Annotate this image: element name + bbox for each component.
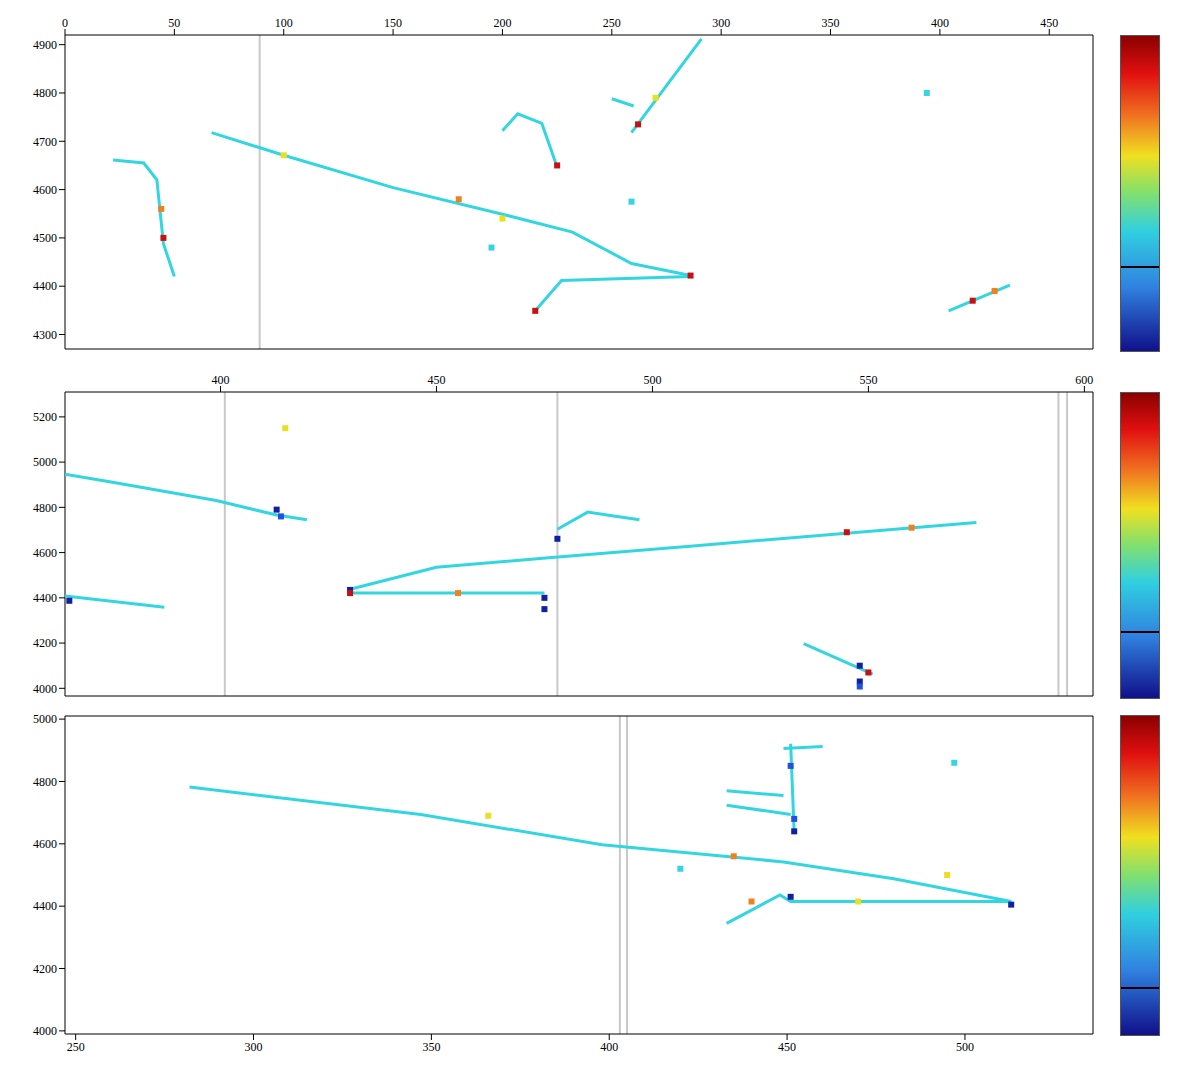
svg-text:100: 100 [275, 16, 293, 30]
svg-text:400: 400 [600, 1040, 618, 1054]
svg-text:4800: 4800 [33, 86, 57, 100]
svg-text:200: 200 [493, 16, 511, 30]
svg-text:4800: 4800 [33, 501, 57, 515]
svg-text:4600: 4600 [33, 837, 57, 851]
svg-text:4700: 4700 [33, 135, 57, 149]
svg-text:250: 250 [603, 16, 621, 30]
svg-text:4900: 4900 [33, 38, 57, 52]
svg-text:250: 250 [67, 1040, 85, 1054]
svg-text:5000: 5000 [33, 455, 57, 469]
svg-text:350: 350 [822, 16, 840, 30]
svg-text:500: 500 [643, 373, 661, 387]
svg-text:5200: 5200 [33, 410, 57, 424]
svg-text:4500: 4500 [33, 231, 57, 245]
svg-text:550: 550 [859, 373, 877, 387]
svg-text:300: 300 [245, 1040, 263, 1054]
svg-text:450: 450 [778, 1040, 796, 1054]
svg-text:4400: 4400 [33, 899, 57, 913]
svg-text:4400: 4400 [33, 591, 57, 605]
svg-text:500: 500 [956, 1040, 974, 1054]
svg-text:4600: 4600 [33, 546, 57, 560]
svg-text:600: 600 [1075, 373, 1093, 387]
svg-text:4200: 4200 [33, 962, 57, 976]
svg-text:4400: 4400 [33, 279, 57, 293]
svg-text:4000: 4000 [33, 1024, 57, 1038]
svg-text:4000: 4000 [33, 682, 57, 696]
svg-text:4200: 4200 [33, 636, 57, 650]
svg-text:300: 300 [712, 16, 730, 30]
svg-text:4600: 4600 [33, 183, 57, 197]
svg-text:450: 450 [1040, 16, 1058, 30]
svg-text:400: 400 [211, 373, 229, 387]
svg-text:450: 450 [427, 373, 445, 387]
svg-text:50: 50 [168, 16, 180, 30]
svg-text:0: 0 [62, 16, 68, 30]
svg-text:4800: 4800 [33, 775, 57, 789]
svg-text:150: 150 [384, 16, 402, 30]
svg-text:400: 400 [931, 16, 949, 30]
svg-text:5000: 5000 [33, 712, 57, 726]
svg-text:4300: 4300 [33, 328, 57, 342]
svg-text:350: 350 [422, 1040, 440, 1054]
